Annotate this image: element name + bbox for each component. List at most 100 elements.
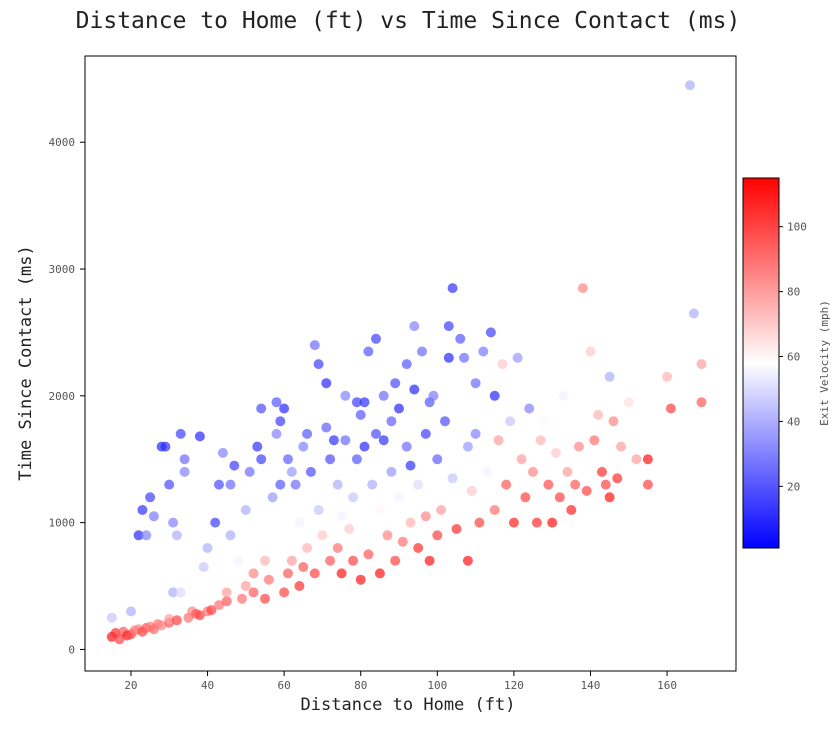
scatter-point <box>551 447 561 458</box>
scatter-point <box>374 505 385 515</box>
scatter-point <box>260 555 270 566</box>
scatter-point <box>244 466 255 477</box>
scatter-point <box>328 435 339 446</box>
scatter-point <box>283 568 293 579</box>
scatter-point <box>214 479 224 490</box>
scatter-point <box>271 397 282 408</box>
scatter-point <box>126 606 136 617</box>
colorbar-tick-label: 40 <box>787 415 800 428</box>
scatter-point <box>156 441 167 452</box>
scatter-point <box>248 568 259 579</box>
scatter-point <box>520 492 531 503</box>
scatter-point <box>466 485 477 496</box>
colorbar-tick-label: 20 <box>787 480 800 493</box>
scatter-point <box>168 517 179 528</box>
x-tick-label: 80 <box>354 679 367 692</box>
scatter-point <box>489 390 500 401</box>
scatter-point <box>206 605 217 616</box>
scatter-point <box>240 505 251 515</box>
scatter-point <box>574 441 584 452</box>
scatter-point <box>171 615 182 626</box>
scatter-point <box>325 454 336 465</box>
scatter-point <box>298 441 309 452</box>
scatter-point <box>221 596 232 607</box>
plot-frame <box>84 55 737 672</box>
scatter-point <box>642 454 653 465</box>
scatter-point <box>378 435 389 446</box>
scatter-point <box>382 530 393 541</box>
scatter-point <box>543 479 554 490</box>
x-tick-label: 140 <box>581 679 601 692</box>
colorbar-tick-label: 80 <box>787 286 800 299</box>
scatter-point <box>275 416 286 427</box>
scatter-point <box>420 428 431 439</box>
scatter-point <box>428 390 439 401</box>
scatter-point <box>279 587 290 598</box>
scatter-point <box>405 517 416 528</box>
scatter-point <box>470 378 481 389</box>
colorbar <box>742 177 780 549</box>
scatter-point <box>309 568 320 579</box>
scatter-point <box>271 428 282 439</box>
scatter-point <box>451 524 462 534</box>
scatter-point <box>528 466 538 477</box>
scatter-point <box>229 460 240 471</box>
scatter-point <box>597 466 607 477</box>
scatter-point <box>371 428 381 439</box>
scatter-point <box>286 555 297 566</box>
scatter-point <box>424 555 435 566</box>
scatter-point <box>298 562 309 572</box>
scatter-point <box>535 435 546 446</box>
scatter-point <box>148 511 159 522</box>
scatter-point <box>524 403 535 414</box>
scatter-point <box>263 574 274 585</box>
x-tick-label: 160 <box>657 679 677 692</box>
scatter-point <box>665 403 676 414</box>
scatter-point <box>447 283 458 294</box>
scatter-point <box>164 614 175 624</box>
scatter-point <box>225 479 236 490</box>
scatter-point <box>443 352 454 363</box>
x-tick-label: 20 <box>124 679 137 692</box>
scatter-point <box>313 359 324 370</box>
scatter-point <box>390 555 401 566</box>
scatter-point <box>570 479 581 490</box>
colorbar-tick-label: 60 <box>787 351 800 364</box>
scatter-point <box>179 454 190 465</box>
x-axis-ticks: 20 40 60 80 100 120 140 160 <box>124 671 677 692</box>
scatter-point <box>309 340 320 351</box>
y-axis-ticks: 0 1000 2000 3000 4000 <box>49 136 85 656</box>
scatter-point <box>531 517 542 528</box>
scatter-point <box>252 441 263 452</box>
scatter-point <box>497 359 508 370</box>
scatter-point <box>432 454 443 465</box>
scatter-point <box>194 431 205 442</box>
scatter-point <box>294 517 305 528</box>
scatter-point <box>417 346 427 357</box>
scatter-point <box>302 428 313 439</box>
scatter-point <box>558 390 569 401</box>
scatter-point <box>440 416 450 427</box>
scatter-point <box>336 511 347 522</box>
scatter-point <box>371 333 381 344</box>
scatter-points <box>106 80 707 645</box>
scatter-point <box>508 517 519 528</box>
scatter-point <box>355 574 366 585</box>
scatter-point <box>462 555 473 566</box>
scatter-point <box>420 511 431 522</box>
scatter-point <box>432 530 443 541</box>
scatter-point <box>340 390 351 401</box>
scatter-point <box>401 359 412 370</box>
scatter-point <box>478 346 489 357</box>
scatter-point <box>198 562 209 572</box>
scatter-point <box>283 454 293 465</box>
scatter-point <box>516 454 527 465</box>
scatter-point <box>164 479 175 490</box>
scatter-point <box>171 530 182 541</box>
scatter-point <box>294 581 305 591</box>
scatter-point <box>233 555 244 566</box>
scatter-point <box>390 378 401 389</box>
scatter-point <box>386 466 397 477</box>
